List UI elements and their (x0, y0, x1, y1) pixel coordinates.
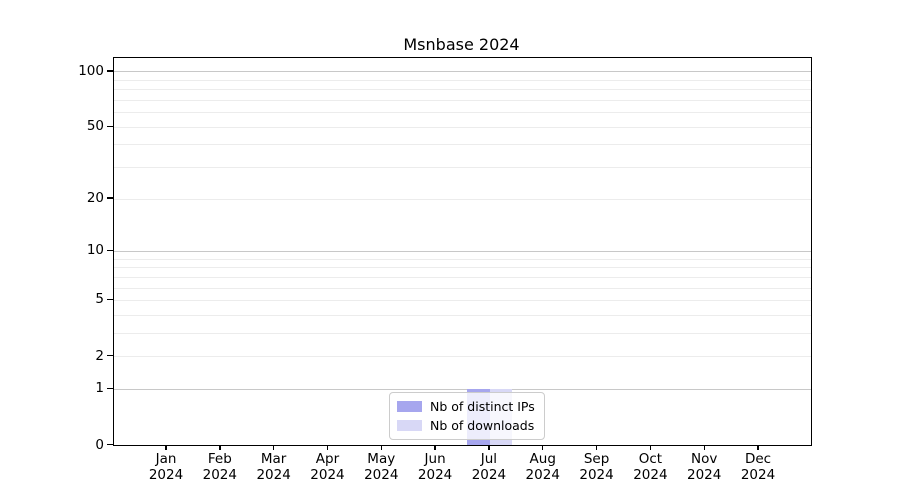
x-tick-mark-sep (595, 444, 598, 450)
minor-gridline-8 (114, 267, 811, 269)
legend: Nb of distinct IPs Nb of downloads (389, 392, 545, 440)
x-tick-label-may: May 2024 (364, 451, 399, 483)
legend-label-distinct-ips: Nb of distinct IPs (430, 399, 535, 414)
y-tick-mark-5 (107, 298, 113, 301)
minor-gridline-70 (114, 100, 811, 102)
minor-gridline-2 (114, 356, 811, 358)
legend-label-downloads: Nb of downloads (430, 418, 535, 433)
legend-swatch-distinct-ips (397, 401, 422, 412)
minor-gridline-40 (114, 144, 811, 146)
y-tick-label-1: 1 (95, 380, 104, 397)
y-tick-label-2: 2 (95, 347, 104, 364)
minor-gridline-50 (114, 126, 811, 128)
y-tick-mark-100 (107, 70, 113, 72)
x-tick-label-apr: Apr 2024 (310, 451, 345, 483)
minor-gridline-30 (114, 167, 811, 169)
x-tick-mark-apr (326, 444, 329, 450)
x-tick-mark-feb (219, 444, 221, 450)
x-tick-label-jul: Jul 2024 (471, 451, 507, 483)
y-tick-label-0: 0 (95, 436, 104, 453)
x-tick-mark-jan (165, 444, 167, 450)
x-tick-label-nov: Nov 2024 (687, 451, 722, 483)
y-tick-mark-50 (107, 125, 113, 127)
minor-gridline-20 (114, 198, 811, 200)
x-tick-mark-dec (757, 444, 759, 450)
y-tick-label-100: 100 (78, 62, 104, 79)
x-tick-label-feb: Feb 2024 (202, 451, 237, 483)
x-tick-label-sep: Sep 2024 (579, 451, 614, 483)
y-tick-mark-2 (107, 354, 113, 357)
x-tick-mark-jul (488, 444, 490, 450)
x-tick-label-mar: Mar 2024 (256, 451, 291, 483)
x-tick-mark-jun (434, 444, 436, 450)
major-gridline-100 (114, 71, 811, 73)
minor-gridline-80 (114, 89, 811, 91)
minor-gridline-6 (114, 287, 811, 289)
y-tick-mark-10 (107, 249, 113, 252)
minor-gridline-7 (114, 276, 811, 278)
legend-entry-downloads: Nb of downloads (397, 418, 537, 433)
y-tick-label-20: 20 (86, 190, 104, 207)
legend-entry-distinct-ips: Nb of distinct IPs (397, 399, 537, 414)
x-tick-mark-aug (542, 444, 544, 450)
x-tick-mark-oct (649, 444, 652, 450)
y-tick-label-50: 50 (86, 118, 104, 135)
x-tick-mark-mar (272, 444, 275, 450)
y-tick-label-5: 5 (95, 291, 104, 308)
y-tick-label-10: 10 (86, 242, 104, 259)
x-tick-label-aug: Aug 2024 (525, 451, 560, 483)
major-gridline-10 (114, 250, 811, 252)
x-tick-label-oct: Oct 2024 (633, 451, 668, 483)
y-tick-mark-1 (107, 387, 113, 390)
x-tick-label-jan: Jan 2024 (148, 451, 184, 483)
y-tick-mark-20 (107, 197, 113, 199)
major-gridline-1 (114, 388, 811, 390)
plot-area: Nb of distinct IPs Nb of downloads (113, 57, 812, 446)
minor-gridline-3 (114, 332, 811, 334)
minor-gridline-5 (114, 299, 811, 301)
y-tick-mark-0 (107, 443, 113, 446)
x-tick-label-dec: Dec 2024 (740, 451, 776, 483)
x-tick-mark-nov (703, 444, 705, 450)
minor-gridline-9 (114, 258, 811, 260)
minor-gridline-60 (114, 112, 811, 114)
x-tick-mark-may (380, 444, 382, 450)
minor-gridline-4 (114, 314, 811, 316)
x-tick-label-jun: Jun 2024 (417, 451, 453, 483)
chart-title: Msnbase 2024 (403, 35, 520, 54)
minor-gridline-90 (114, 79, 811, 81)
legend-swatch-downloads (397, 420, 422, 431)
